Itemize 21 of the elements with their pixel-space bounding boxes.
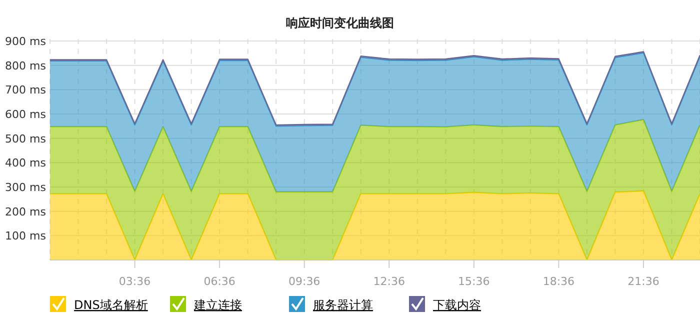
y-tick-label: 300 ms xyxy=(5,181,46,194)
x-tick-label: 09:36 xyxy=(288,275,320,288)
chart-title: 响应时间变化曲线图 xyxy=(286,16,394,30)
y-tick-label: 400 ms xyxy=(5,156,46,170)
x-tick-label: 03:36 xyxy=(118,275,151,288)
legend-label: 服务器计算 xyxy=(313,298,373,312)
x-tick-label: 21:36 xyxy=(628,275,660,288)
legend-label: 下载内容 xyxy=(433,298,481,312)
x-tick-label: 18:36 xyxy=(542,275,575,288)
x-tick-label: 15:36 xyxy=(458,275,490,288)
x-tick-label: 12:36 xyxy=(373,275,405,288)
y-tick-label: 700 ms xyxy=(5,84,46,97)
y-tick-label: 600 ms xyxy=(5,108,46,121)
legend-label: 建立连接 xyxy=(193,298,242,312)
y-tick-label: 200 ms xyxy=(5,205,46,218)
y-tick-label: 100 ms xyxy=(5,230,46,243)
y-tick-label: 800 ms xyxy=(5,59,46,72)
y-tick-label: 500 ms xyxy=(5,132,46,146)
legend-label: DNS域名解析 xyxy=(74,298,148,312)
y-tick-label: 900 ms xyxy=(5,35,46,48)
x-tick-label: 06:36 xyxy=(204,275,236,288)
